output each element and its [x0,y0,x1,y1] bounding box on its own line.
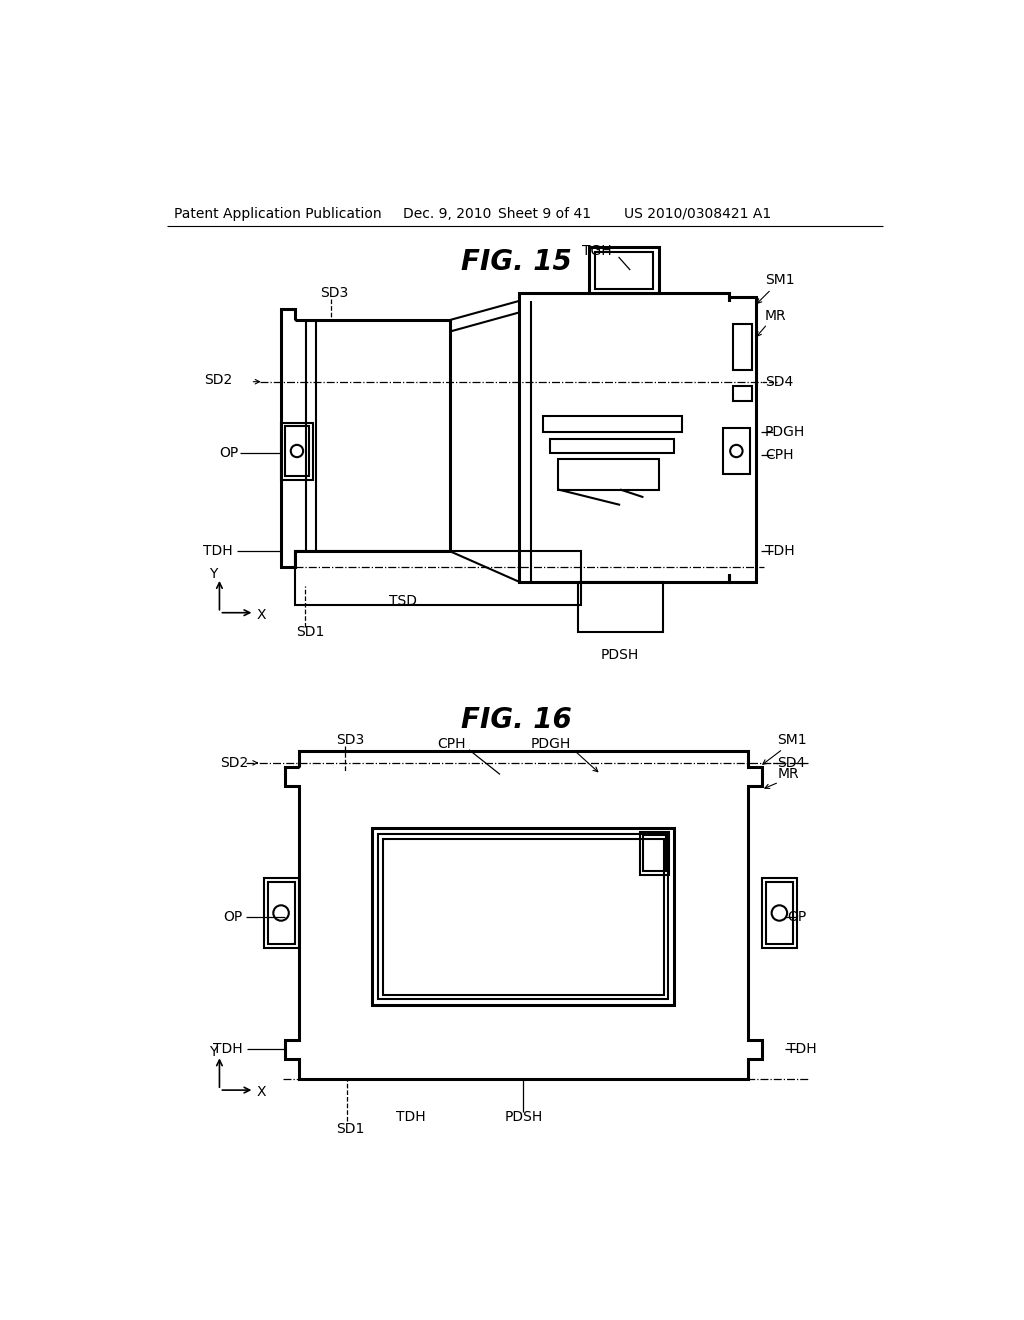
Bar [762,878,797,948]
Bar [643,836,666,871]
Bar [589,247,658,293]
Text: Dec. 9, 2010: Dec. 9, 2010 [403,207,492,220]
Text: TDH: TDH [396,1110,426,1125]
Bar [723,428,751,474]
Text: TGH: TGH [582,244,611,257]
Bar [281,422,313,480]
Text: PDSH: PDSH [601,648,639,663]
Bar [550,440,675,453]
Text: TDH: TDH [786,1043,816,1056]
Text: SD2: SD2 [205,374,232,387]
Bar [595,252,652,289]
Text: FIG. 16: FIG. 16 [461,706,572,734]
Text: PDGH: PDGH [530,737,570,751]
Text: SD3: SD3 [321,286,348,300]
Bar [263,878,299,948]
Text: Patent Application Publication: Patent Application Publication [174,207,382,220]
Text: TSD: TSD [389,594,417,609]
Text: TDH: TDH [203,544,232,558]
Bar [558,459,658,490]
Text: Y: Y [209,1044,217,1059]
Bar [378,834,669,999]
Text: OP: OP [786,909,806,924]
Bar [640,832,669,874]
Text: TDH: TDH [765,544,795,558]
Text: SD1: SD1 [296,624,325,639]
Text: OP: OP [219,446,239,459]
Bar [267,882,295,944]
Bar [578,582,663,632]
Bar [766,882,793,944]
Text: OP: OP [223,909,243,924]
Bar [383,840,664,995]
Text: SM1: SM1 [765,273,795,286]
Text: SD4: SD4 [777,756,806,770]
Text: SD2: SD2 [220,756,248,770]
Text: MR: MR [765,309,786,323]
Text: X: X [257,1085,266,1100]
Text: Y: Y [209,568,217,581]
Text: PDSH: PDSH [504,1110,543,1125]
Text: MR: MR [777,767,799,781]
Bar [732,385,752,401]
Text: Sheet 9 of 41: Sheet 9 of 41 [499,207,592,220]
Text: SD1: SD1 [336,1122,365,1135]
Text: SD3: SD3 [336,733,364,747]
Text: PDGH: PDGH [765,425,805,438]
Text: CPH: CPH [765,447,794,462]
Text: US 2010/0308421 A1: US 2010/0308421 A1 [624,207,771,220]
Bar [372,829,675,1006]
Text: SD4: SD4 [765,375,794,388]
Text: SM1: SM1 [777,733,807,747]
Bar [295,552,582,605]
Bar [732,323,752,370]
Bar [285,426,309,477]
Bar [543,416,682,432]
Text: TDH: TDH [213,1043,243,1056]
Text: X: X [257,609,266,622]
Text: FIG. 15: FIG. 15 [461,248,572,276]
Text: CPH: CPH [437,737,466,751]
